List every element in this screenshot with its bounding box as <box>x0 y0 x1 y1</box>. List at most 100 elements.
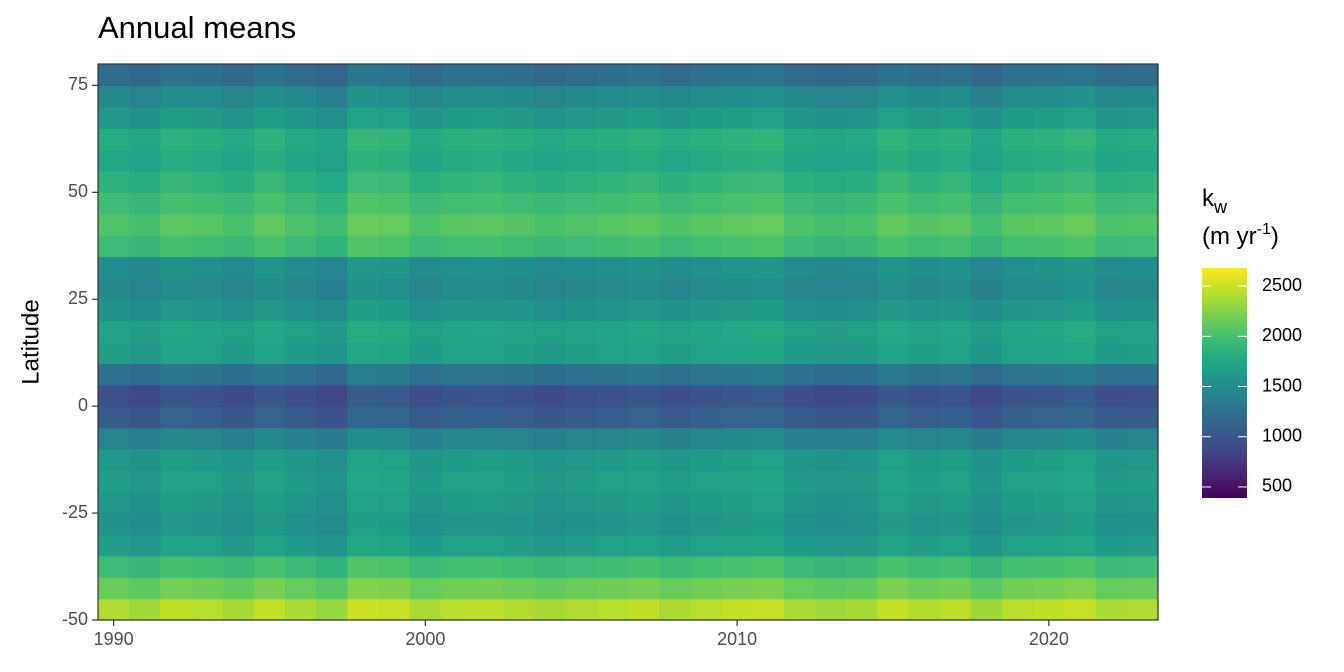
heatmap-cell <box>98 192 130 215</box>
heatmap-cell <box>472 427 504 450</box>
heatmap-cell <box>1095 85 1128 108</box>
heatmap-cell <box>628 598 660 621</box>
heatmap-cell <box>98 384 130 407</box>
heatmap-cell <box>565 342 598 364</box>
heatmap-cell <box>316 491 349 514</box>
heatmap-cell <box>783 427 816 450</box>
heatmap-cell <box>440 192 473 215</box>
heatmap-cell <box>908 342 941 364</box>
heatmap-cell <box>316 342 349 364</box>
heatmap-cell <box>1002 128 1034 151</box>
heatmap-cell <box>160 170 193 193</box>
heatmap-cell <box>970 320 1003 343</box>
heatmap-cell <box>721 64 754 86</box>
legend-title-main: k <box>1202 185 1215 212</box>
heatmap-cell <box>1002 235 1034 258</box>
heatmap-cell <box>534 577 567 600</box>
heatmap-cell <box>534 64 567 86</box>
heatmap-cell <box>877 513 910 536</box>
heatmap-cell <box>1002 64 1034 86</box>
heatmap-cell <box>191 170 224 193</box>
heatmap-cell <box>316 106 349 129</box>
heatmap-cell <box>908 384 941 407</box>
heatmap-cell <box>628 448 660 471</box>
heatmap-cell <box>503 513 536 536</box>
heatmap-cell <box>503 256 536 279</box>
heatmap-cell <box>1126 384 1159 407</box>
colorbar-tick-label: 1500 <box>1262 375 1302 395</box>
heatmap-cell <box>1095 448 1128 471</box>
heatmap-cell <box>628 384 660 407</box>
heatmap-cell <box>1126 213 1159 236</box>
heatmap-cell <box>98 342 130 364</box>
heatmap-cell <box>440 513 473 536</box>
heatmap-cell <box>939 427 972 450</box>
heatmap-cell <box>1064 363 1097 386</box>
heatmap-cell <box>378 149 411 172</box>
heatmap-cell <box>253 192 286 215</box>
heatmap-cell <box>596 577 629 600</box>
heatmap-cell <box>1095 342 1128 364</box>
heatmap-cell <box>1002 577 1034 600</box>
heatmap-cell <box>1002 427 1034 450</box>
x-tick-label: 2020 <box>1029 629 1069 649</box>
heatmap-cell <box>752 85 785 108</box>
heatmap-cell <box>1033 363 1066 386</box>
heatmap-cell <box>191 406 224 429</box>
heatmap-cell <box>472 192 504 215</box>
heatmap-cell <box>721 448 754 471</box>
heatmap-cell <box>160 470 193 493</box>
heatmap-cell <box>908 406 941 429</box>
heatmap-cell <box>1126 470 1159 493</box>
heatmap-cell <box>1095 598 1128 621</box>
heatmap-cell <box>565 192 598 215</box>
heatmap-cell <box>160 256 193 279</box>
heatmap-cell <box>222 534 255 557</box>
heatmap-cell <box>846 598 879 621</box>
heatmap-cell <box>1126 299 1159 322</box>
heatmap-cell <box>1033 213 1066 236</box>
heatmap-cell <box>908 192 941 215</box>
heatmap-cell <box>783 170 816 193</box>
heatmap-cell <box>222 149 255 172</box>
heatmap-cell <box>472 85 504 108</box>
heatmap-cell <box>1033 577 1066 600</box>
heatmap-cell <box>939 320 972 343</box>
heatmap-cell <box>877 427 910 450</box>
heatmap-cell <box>877 470 910 493</box>
heatmap-cell <box>752 384 785 407</box>
heatmap-cell <box>285 427 317 450</box>
heatmap-cell <box>285 213 317 236</box>
heatmap-cell <box>846 448 879 471</box>
heatmap-cell <box>503 213 536 236</box>
heatmap-cell <box>316 448 349 471</box>
heatmap-cell <box>908 106 941 129</box>
heatmap-cell <box>970 534 1003 557</box>
heatmap-cell <box>222 491 255 514</box>
heatmap-cell <box>970 256 1003 279</box>
y-tick-label: 25 <box>68 288 88 308</box>
heatmap-cell <box>285 384 317 407</box>
heatmap-cell <box>409 85 442 108</box>
heatmap-cell <box>347 235 380 258</box>
heatmap-cell <box>98 213 130 236</box>
heatmap-cell <box>253 235 286 258</box>
heatmap-cell <box>815 192 847 215</box>
heatmap-cell <box>472 598 504 621</box>
heatmap-cell <box>939 513 972 536</box>
heatmap-cell <box>222 85 255 108</box>
heatmap-cell <box>472 577 504 600</box>
heatmap-cell <box>970 470 1003 493</box>
heatmap-cell <box>1002 342 1034 364</box>
heatmap-cell <box>378 256 411 279</box>
heatmap-cell <box>1033 235 1066 258</box>
heatmap-cell <box>1095 406 1128 429</box>
heatmap-cell <box>565 363 598 386</box>
heatmap-cell <box>378 598 411 621</box>
heatmap-cell <box>908 534 941 557</box>
panel-border <box>97 63 1159 621</box>
heatmap-cell <box>565 256 598 279</box>
heatmap-cell <box>1033 598 1066 621</box>
heatmap-cell <box>440 577 473 600</box>
heatmap-cell <box>908 170 941 193</box>
